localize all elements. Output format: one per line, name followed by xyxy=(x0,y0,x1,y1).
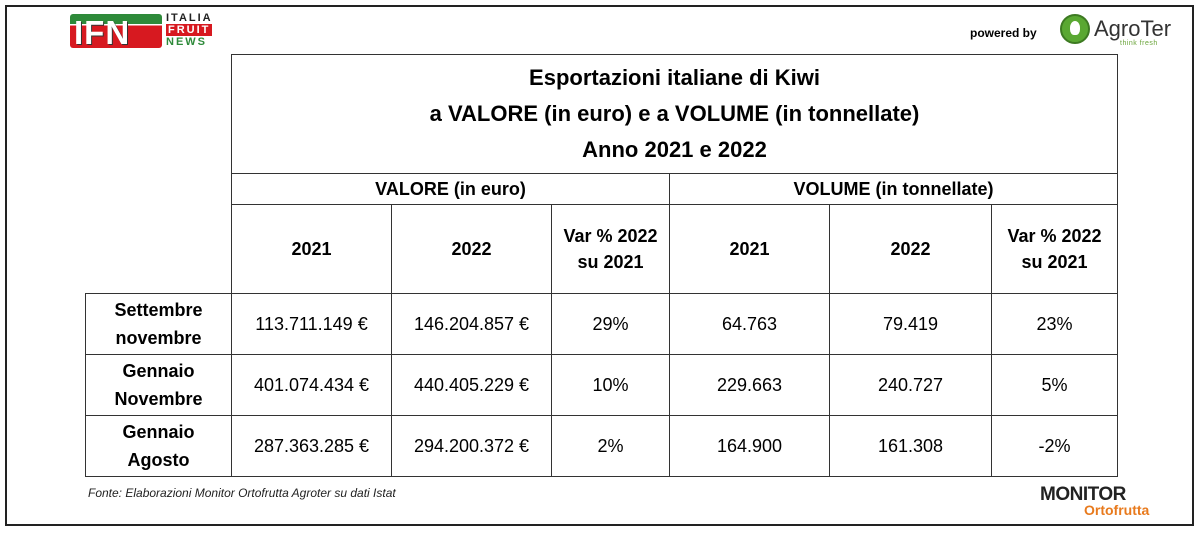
table-cell: 10% xyxy=(551,354,670,416)
column-header: 2021 xyxy=(231,204,392,294)
table-cell: 287.363.285 € xyxy=(231,415,392,477)
row-header-line: Settembre xyxy=(114,300,203,320)
table-cell: 294.200.372 € xyxy=(391,415,552,477)
table-row: Gennaio Novembre 401.074.434 € 440.405.22… xyxy=(85,354,1118,416)
group-header-volume: VOLUME (in tonnellate) xyxy=(669,173,1118,205)
powered-by-label: powered by xyxy=(970,26,1037,40)
table-cell: 240.727 xyxy=(829,354,992,416)
agroter-logo-name: AgroTer xyxy=(1094,16,1172,41)
column-header: Var % 2022 su 2021 xyxy=(551,204,670,294)
table-cell: 23% xyxy=(991,293,1118,355)
kiwi-export-table: Esportazioni italiane di Kiwi a VALORE (… xyxy=(85,54,1118,477)
table-cell: -2% xyxy=(991,415,1118,477)
ifn-logo-block: IFN xyxy=(70,14,162,51)
tree-icon xyxy=(1060,14,1090,44)
table-cell: 29% xyxy=(551,293,670,355)
column-header-line: 2021 xyxy=(729,239,770,259)
table-corner-blank xyxy=(86,205,232,294)
ifn-logo-line-fruit: FRUIT xyxy=(166,24,213,36)
column-header-line: su 2021 xyxy=(1021,252,1088,272)
table-cell: 440.405.229 € xyxy=(391,354,552,416)
monitor-logo-top: MONITOR xyxy=(1040,484,1126,505)
table-corner-blank xyxy=(86,55,232,174)
column-header-line: su 2021 xyxy=(577,252,644,272)
group-header-valore: VALORE (in euro) xyxy=(231,173,670,205)
table-title-line-2: a VALORE (in euro) e a VOLUME (in tonnel… xyxy=(429,101,920,126)
row-header: Settembre novembre xyxy=(85,293,232,355)
ifn-logo: IFN ITALIA FRUIT NEWS xyxy=(70,12,240,54)
column-header-line: Var % 2022 xyxy=(563,226,658,246)
table-row: Gennaio Agosto 287.363.285 € 294.200.372 … xyxy=(85,415,1118,477)
table-cell: 113.711.149 € xyxy=(231,293,392,355)
table-cell: 164.900 xyxy=(669,415,830,477)
row-header-line: Gennaio xyxy=(122,422,195,442)
column-header-line: 2022 xyxy=(890,239,931,259)
column-header: 2021 xyxy=(669,204,830,294)
agroter-logo-tagline: think fresh xyxy=(1120,40,1158,47)
column-header: 2022 xyxy=(391,204,552,294)
table-title-line-3: Anno 2021 e 2022 xyxy=(582,137,767,162)
table-title-line-1: Esportazioni italiane di Kiwi xyxy=(529,65,820,90)
column-header-line: Var % 2022 xyxy=(1007,226,1102,246)
monitor-logo-bottom: Ortofrutta xyxy=(1084,502,1150,518)
table-corner-blank xyxy=(86,174,232,205)
ifn-logo-letters: IFN xyxy=(74,14,131,51)
column-header-line: 2022 xyxy=(451,239,492,259)
monitor-ortofrutta-logo: MONITOR Ortofrutta xyxy=(1040,484,1170,520)
ifn-logo-words: ITALIA FRUIT NEWS xyxy=(166,12,213,48)
row-header-line: Agosto xyxy=(127,450,190,470)
ifn-logo-line-news: NEWS xyxy=(166,36,207,48)
row-header-line: novembre xyxy=(115,328,202,348)
row-header: Gennaio Novembre xyxy=(85,354,232,416)
column-header: Var % 2022 su 2021 xyxy=(991,204,1118,294)
table-cell: 401.074.434 € xyxy=(231,354,392,416)
table-cell: 5% xyxy=(991,354,1118,416)
table-cell: 146.204.857 € xyxy=(391,293,552,355)
table-title: Esportazioni italiane di Kiwi a VALORE (… xyxy=(231,54,1118,174)
table-cell: 79.419 xyxy=(829,293,992,355)
table-row: Settembre novembre 113.711.149 € 146.204.… xyxy=(85,293,1118,355)
row-header-line: Novembre xyxy=(114,389,203,409)
row-header: Gennaio Agosto xyxy=(85,415,232,477)
table-cell: 2% xyxy=(551,415,670,477)
column-header-row: 2021 2022 Var % 2022 su 2021 2021 2022 Va… xyxy=(86,204,1118,294)
source-note: Fonte: Elaborazioni Monitor Ortofrutta A… xyxy=(88,486,396,500)
table-cell: 229.663 xyxy=(669,354,830,416)
row-header-line: Gennaio xyxy=(122,361,195,381)
table-cell: 161.308 xyxy=(829,415,992,477)
ifn-logo-line-italia: ITALIA xyxy=(166,12,213,24)
column-header: 2022 xyxy=(829,204,992,294)
column-header-line: 2021 xyxy=(291,239,332,259)
table-cell: 64.763 xyxy=(669,293,830,355)
